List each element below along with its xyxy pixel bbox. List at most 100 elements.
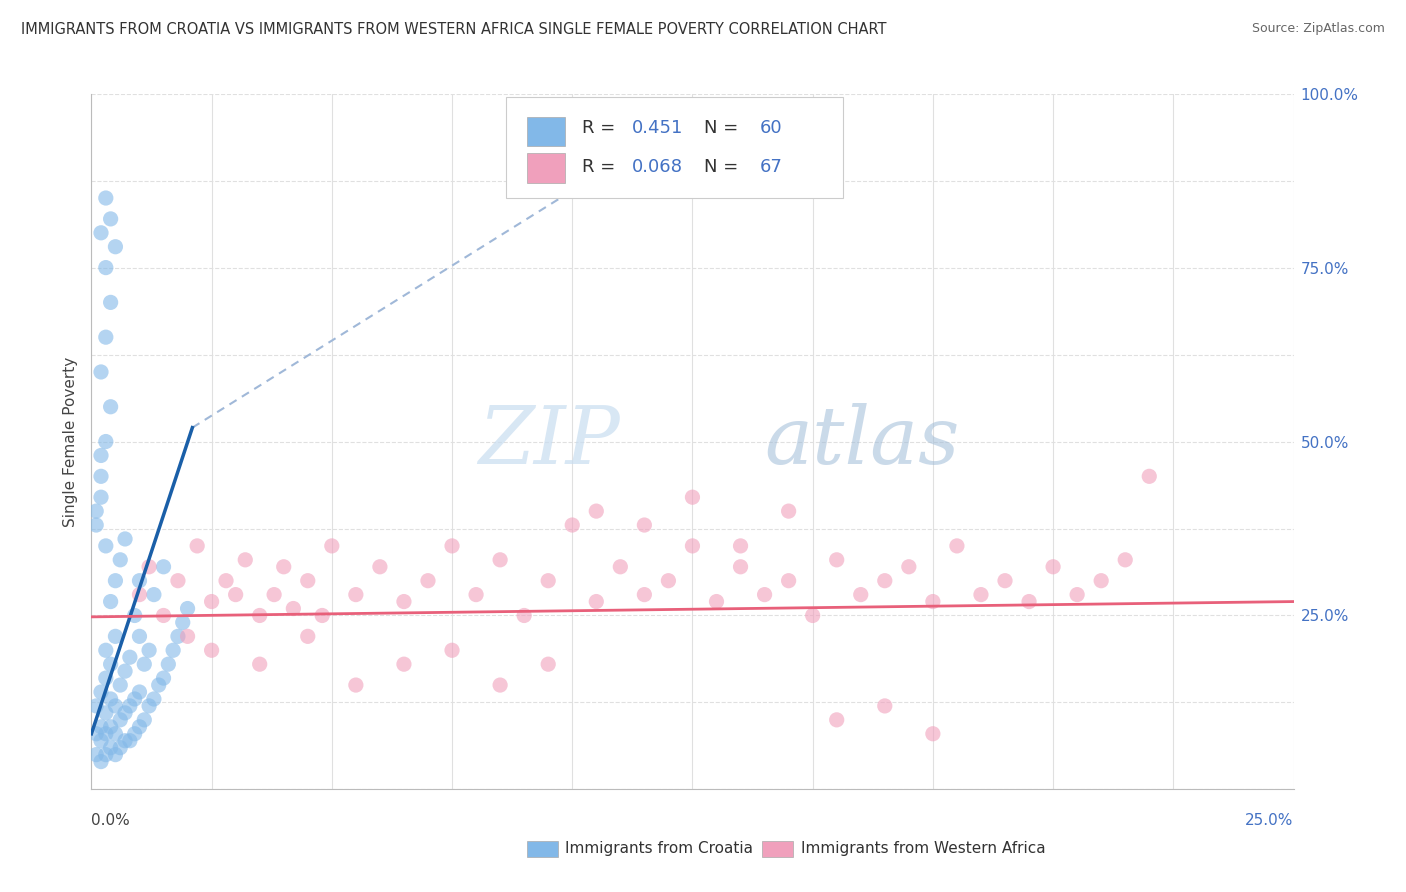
Text: IMMIGRANTS FROM CROATIA VS IMMIGRANTS FROM WESTERN AFRICA SINGLE FEMALE POVERTY : IMMIGRANTS FROM CROATIA VS IMMIGRANTS FR… [21,22,887,37]
Point [134,713,156,727]
Point [249,608,271,623]
Point [128,629,150,643]
Point [124,608,146,623]
Point [90,449,112,463]
Point [825,713,848,727]
Point [110,553,132,567]
Point [84,518,107,533]
Point [465,588,488,602]
Point [138,559,160,574]
Point [922,594,945,608]
Point [201,594,224,608]
Point [392,594,415,608]
Point [561,518,583,533]
Point [1018,594,1040,608]
Text: Immigrants from Western Africa: Immigrants from Western Africa [801,841,1046,855]
Point [94,706,117,720]
Point [104,698,127,713]
Point [94,643,117,657]
Point [134,657,156,672]
Point [94,727,117,741]
Point [118,650,141,665]
Point [124,727,146,741]
Point [100,211,122,226]
FancyBboxPatch shape [527,153,565,183]
Point [897,559,920,574]
Point [148,678,170,692]
Point [100,400,122,414]
Point [754,588,776,602]
Point [1090,574,1112,588]
Point [100,692,122,706]
Point [970,588,993,602]
Point [138,643,160,657]
Point [90,365,112,379]
Point [104,574,127,588]
Point [94,747,117,762]
Point [513,608,536,623]
Point [416,574,439,588]
Point [114,664,136,678]
Point [94,191,117,205]
Text: 60: 60 [759,120,782,137]
Text: 0.451: 0.451 [633,120,683,137]
Point [1137,469,1160,483]
Point [778,504,800,518]
Text: R =: R = [582,120,621,137]
Point [681,539,703,553]
Point [172,615,194,630]
Point [186,539,208,553]
Point [128,685,150,699]
Text: N =: N = [704,158,744,176]
Point [176,629,198,643]
Text: N =: N = [704,120,744,137]
Point [849,588,872,602]
Point [297,574,319,588]
Point [128,574,150,588]
Point [110,740,132,755]
Point [104,629,127,643]
Point [730,559,752,574]
Text: 0.068: 0.068 [633,158,683,176]
Point [368,559,391,574]
Point [90,469,112,483]
Point [681,490,703,504]
Point [489,678,512,692]
Point [104,727,127,741]
Point [297,629,319,643]
Point [104,747,127,762]
FancyBboxPatch shape [527,117,565,145]
Point [152,608,174,623]
Point [94,330,117,344]
Point [114,706,136,720]
Point [633,518,655,533]
Point [94,434,117,449]
Point [90,226,112,240]
Point [94,260,117,275]
Point [152,559,174,574]
Point [778,574,800,588]
Point [176,601,198,615]
Text: ZIP: ZIP [478,403,620,480]
Text: 0.0%: 0.0% [91,814,131,828]
Point [128,720,150,734]
Point [104,240,127,254]
Point [94,671,117,685]
Point [128,588,150,602]
Point [90,720,112,734]
Point [114,733,136,747]
Point [825,553,848,567]
Point [633,588,655,602]
Point [1114,553,1136,567]
Point [118,698,141,713]
Point [321,539,343,553]
Point [585,504,607,518]
Point [311,608,333,623]
Point [873,698,896,713]
Point [84,727,107,741]
Point [100,740,122,755]
Point [152,671,174,685]
Point [90,490,112,504]
Point [344,678,367,692]
Point [90,685,112,699]
